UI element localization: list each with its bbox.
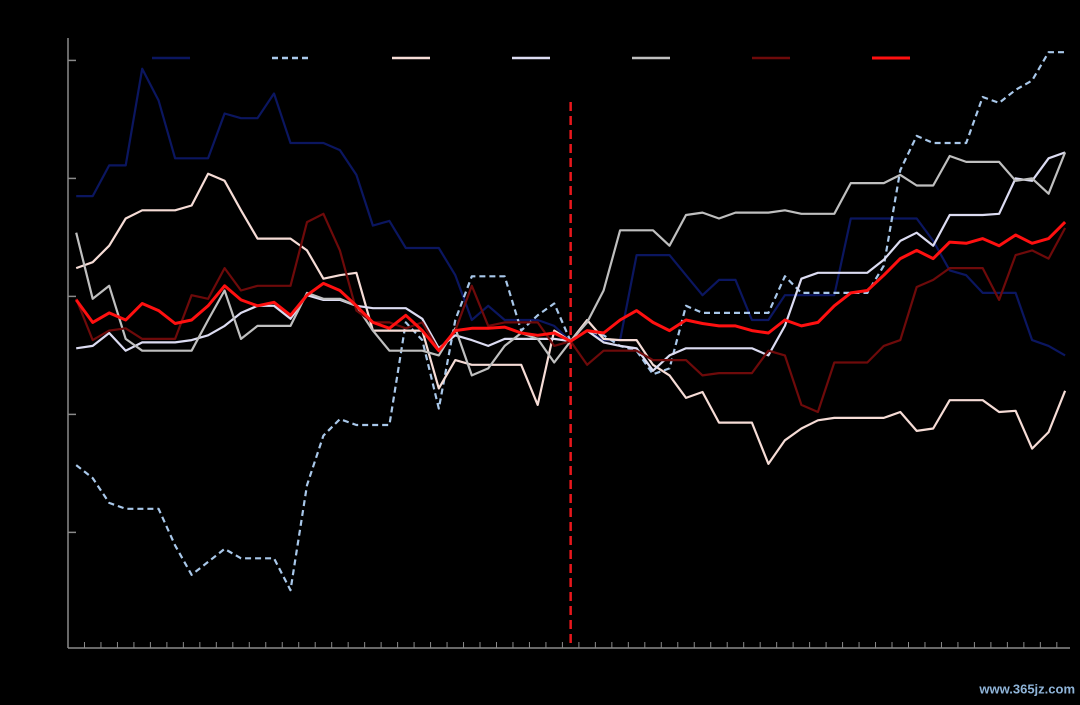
series-line	[74, 221, 1067, 353]
watermark: www.365jz.com	[978, 681, 1075, 696]
